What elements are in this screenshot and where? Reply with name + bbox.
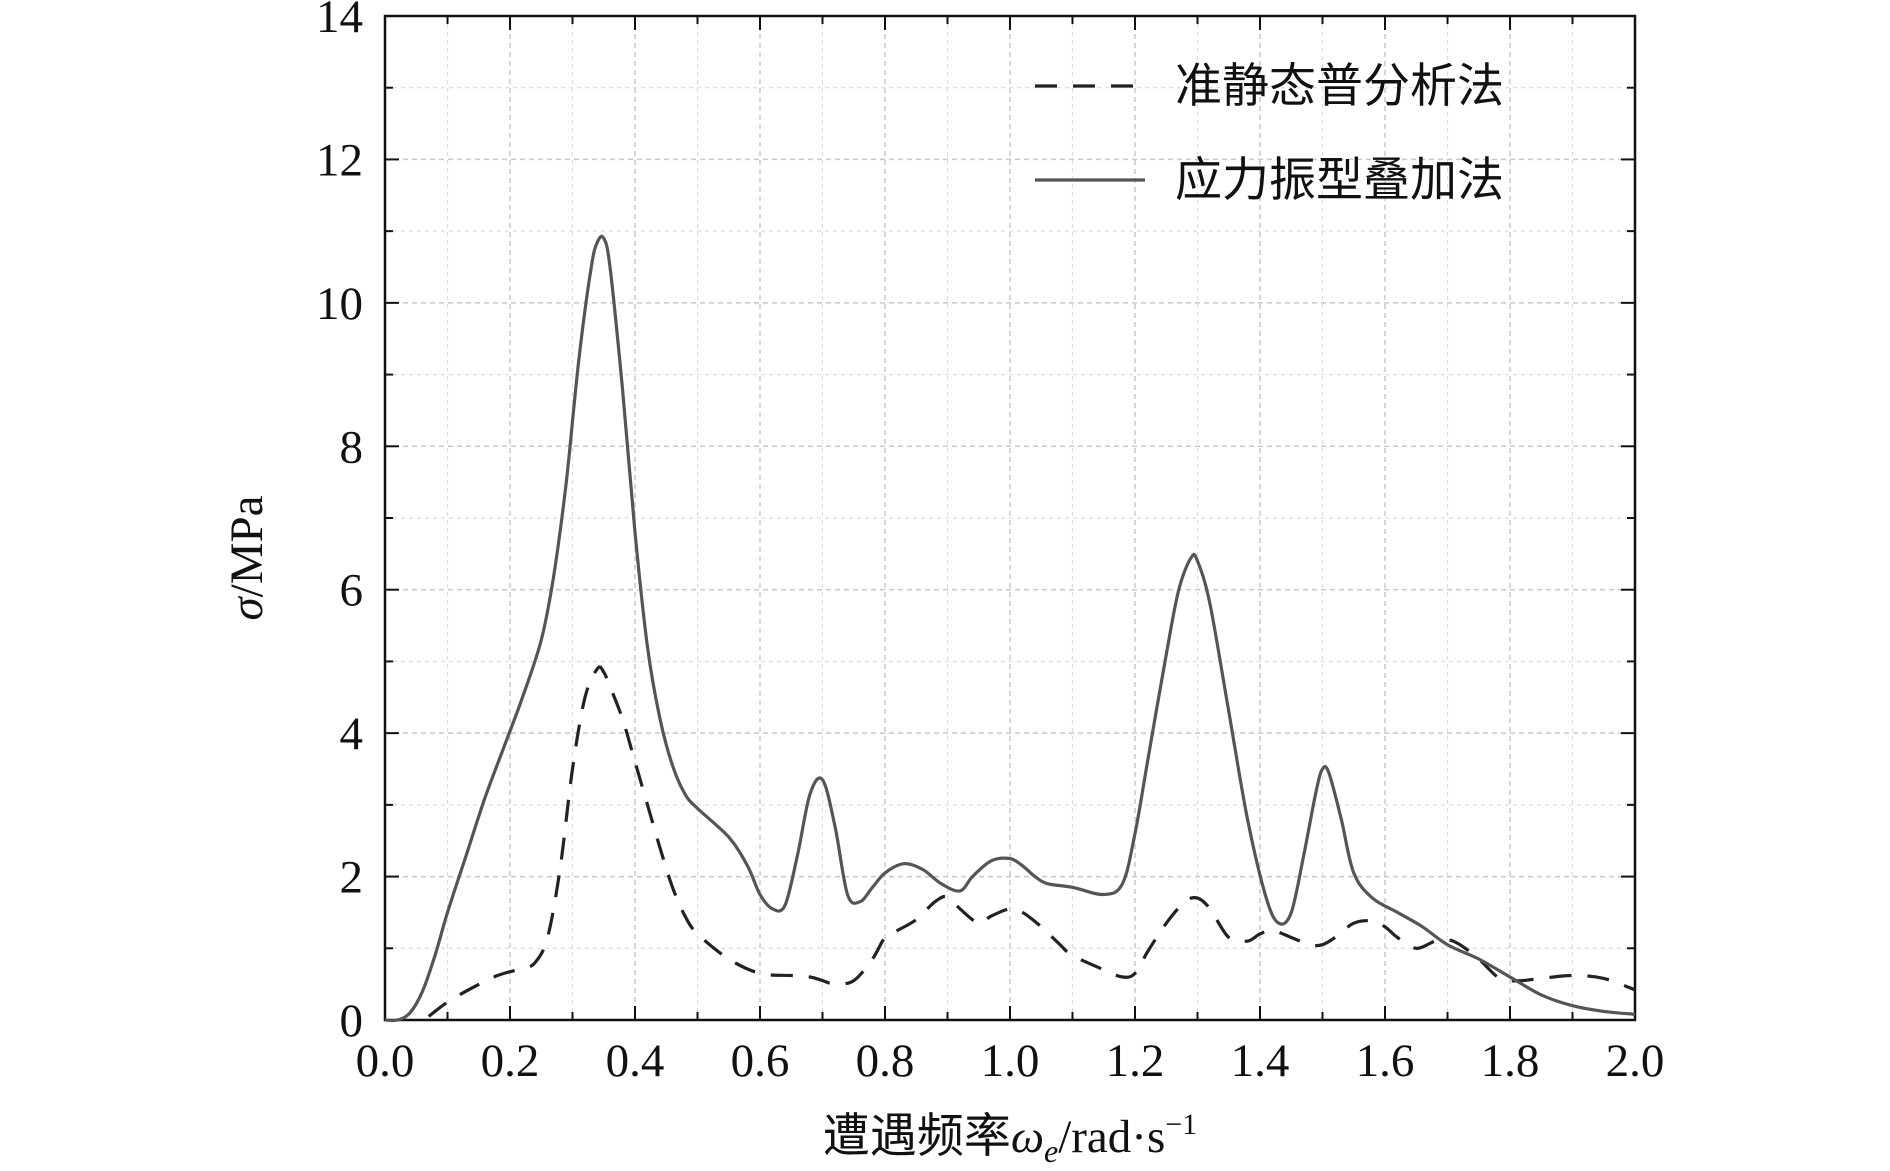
legend-label-2: 应力振型叠加法 — [1175, 155, 1504, 207]
x-tick-label: 1.4 — [1231, 1035, 1290, 1087]
x-tick-label: 0.2 — [481, 1035, 540, 1087]
y-tick-label: 6 — [340, 565, 364, 617]
x-axis-label-subscript: e — [1044, 1133, 1058, 1169]
y-tick-label: 0 — [340, 995, 364, 1047]
x-tick-label: 2.0 — [1606, 1035, 1665, 1087]
x-axis-label-unit-exponent: −1 — [1165, 1108, 1197, 1141]
y-tick-label: 12 — [316, 134, 363, 186]
y-tick-label: 14 — [316, 0, 363, 43]
axis-ticks: 0.0 0.2 0.4 0.6 0.8 1.0 1.2 1.4 1.6 1.8 2.0 0 2 4 6 8 10… — [316, 0, 1664, 1087]
x-tick-label: 0.6 — [731, 1035, 790, 1087]
legend-label-1: 准静态普分析法 — [1175, 61, 1504, 113]
x-tick-label: 0.0 — [356, 1035, 415, 1087]
x-tick-label: 0.4 — [606, 1035, 665, 1087]
series-lines — [384, 234, 1636, 1023]
y-tick-label: 8 — [340, 421, 364, 473]
x-axis-label-symbol: ω — [1011, 1111, 1044, 1163]
x-tick-label: 1.8 — [1481, 1035, 1540, 1087]
x-tick-label: 1.0 — [981, 1035, 1040, 1087]
x-axis-label: 遭遇频率ωe/rad·s−1 — [823, 1108, 1197, 1169]
y-tick-label: 4 — [340, 708, 364, 760]
y-tick-label: 10 — [316, 278, 363, 330]
x-axis-label-main: 遭遇频率 — [823, 1111, 1011, 1163]
y-axis-label-unit: /MPa — [221, 495, 273, 597]
x-tick-label: 0.8 — [856, 1035, 915, 1087]
x-tick-label: 1.2 — [1106, 1035, 1165, 1087]
y-tick-label: 2 — [340, 852, 364, 904]
y-axis-label-symbol: σ — [221, 596, 273, 621]
x-axis-label-unit: /rad·s — [1058, 1111, 1165, 1163]
grid-lines — [385, 16, 1635, 1020]
series-line-2 — [384, 234, 1636, 1023]
y-axis-label: σ/MPa — [221, 495, 273, 620]
series-line-1 — [427, 665, 1636, 1018]
x-tick-label: 1.6 — [1356, 1035, 1415, 1087]
